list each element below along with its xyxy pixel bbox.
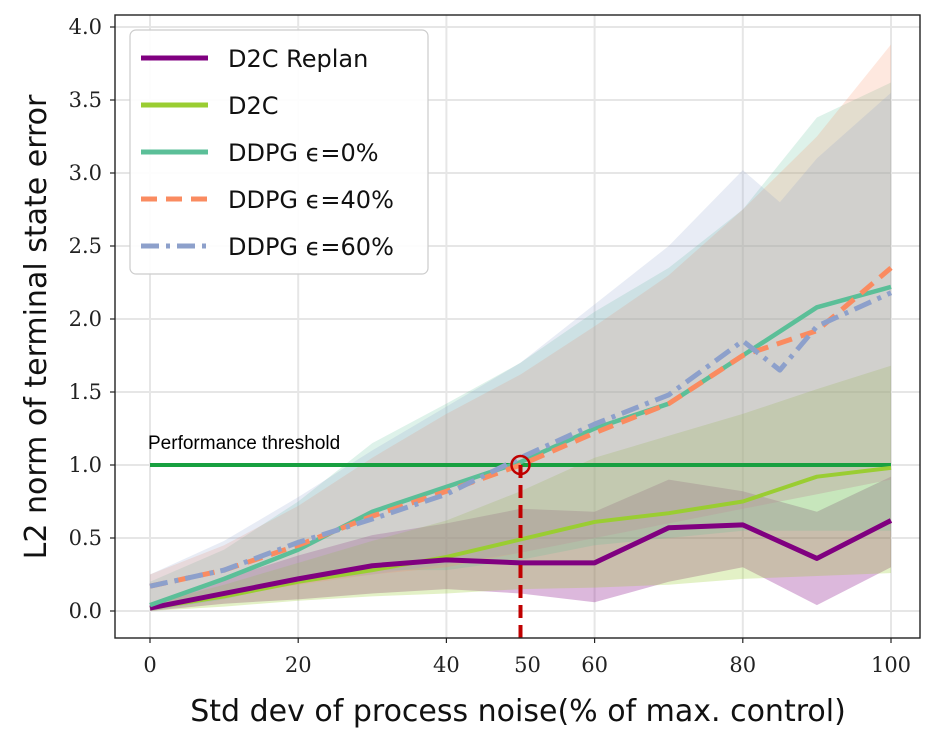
threshold-label: Performance threshold [148, 433, 340, 454]
x-tick-label: 20 [285, 653, 312, 677]
y-tick-label: 1.0 [69, 453, 102, 477]
line-series-4 [149, 290, 893, 589]
threshold-marker-group [510, 454, 531, 642]
y-ticks: 0.0 0.5 1.0 1.5 2.0 2.5 3.0 3.5 4.0 [69, 15, 115, 623]
x-tick-label: 40 [433, 653, 460, 677]
x-tick-label: 100 [871, 653, 911, 677]
y-tick-label: 3.5 [69, 88, 102, 112]
band-series-2 [150, 82, 891, 612]
x-axis-label: Std dev of process noise(% of max. contr… [190, 694, 846, 729]
y-tick-label: 2.0 [69, 307, 102, 331]
line-series-2 [149, 284, 892, 608]
legend-label-4: DDPG ϵ=60% [228, 233, 394, 261]
legend-label-1: D2C [228, 92, 279, 120]
y-tick-label: 2.5 [69, 234, 102, 258]
x-tick-label: 50 [514, 653, 541, 677]
y-tick-label: 1.5 [69, 380, 102, 404]
band-series-4 [150, 92, 891, 611]
legend-label-0: D2C Replan [228, 45, 368, 73]
x-tick-label: 60 [581, 653, 608, 677]
band-series-3 [150, 44, 891, 611]
plot-frame [114, 14, 921, 639]
y-axis-label: L2 norm of terminal state error [19, 94, 54, 559]
line-series-0 [149, 518, 893, 611]
line-series-1 [149, 465, 892, 611]
marker-circle [510, 454, 531, 476]
x-tick-label: 80 [729, 653, 756, 677]
band-series-1 [150, 365, 891, 611]
y-tick-label: 0.0 [69, 599, 102, 623]
legend-label-2: DDPG ϵ=0% [228, 139, 379, 167]
legend: D2C Replan D2C DDPG ϵ=0% DDPG ϵ=40% DDPG ϵ=6… [129, 29, 429, 275]
y-tick-label: 4.0 [69, 15, 102, 39]
x-tick-label: 0 [143, 653, 156, 677]
legend-box [129, 29, 429, 275]
y-tick-label: 0.5 [69, 526, 102, 550]
legend-label-3: DDPG ϵ=40% [228, 186, 394, 214]
y-tick-label: 3.0 [69, 161, 102, 185]
x-ticks: 0 20 40 50 60 80 100 [143, 638, 911, 677]
